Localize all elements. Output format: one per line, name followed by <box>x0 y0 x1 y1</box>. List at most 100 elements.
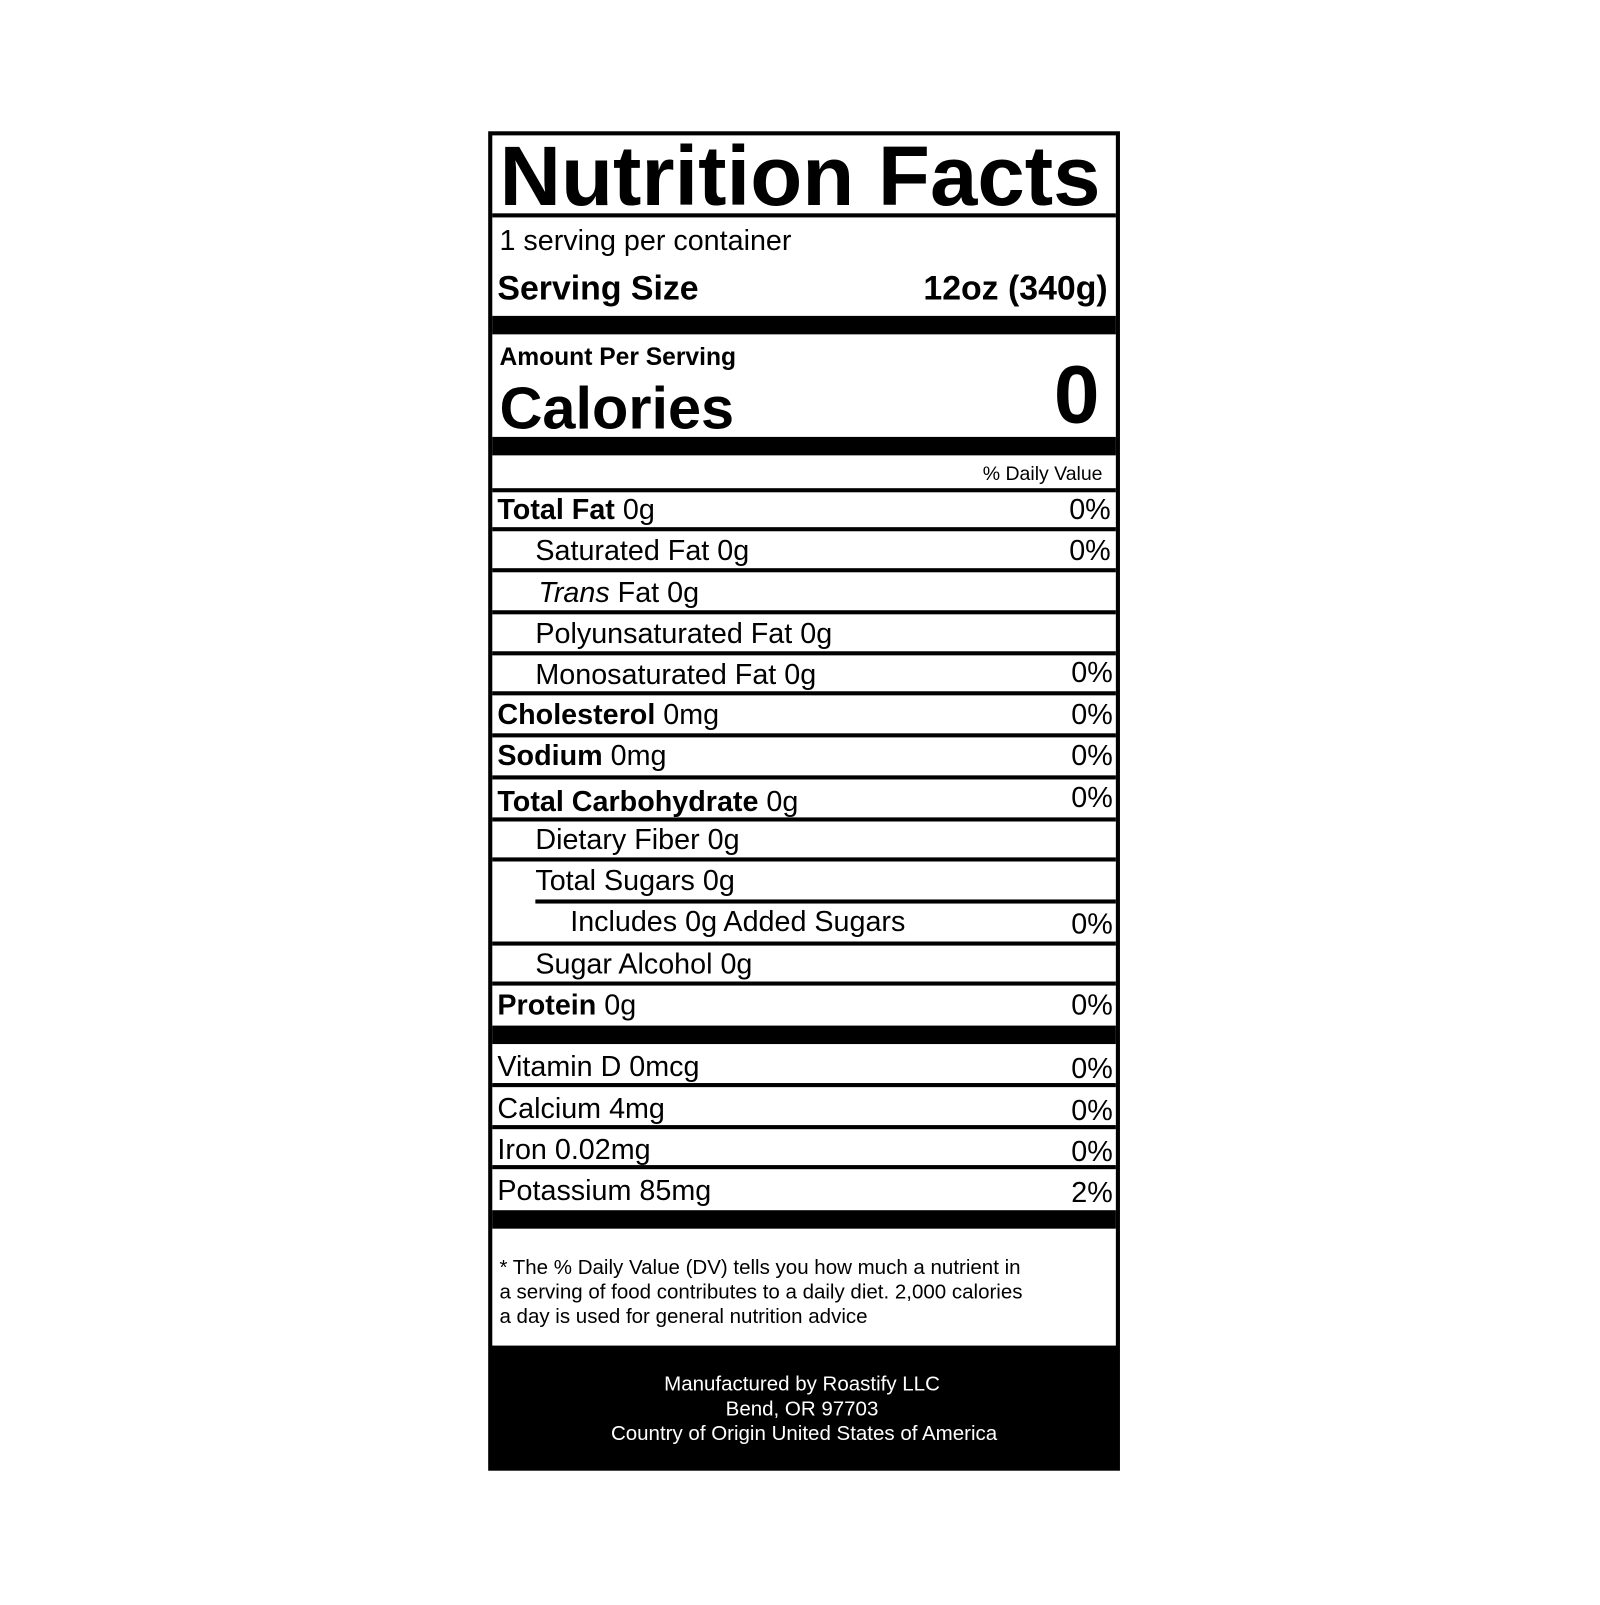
nutrient-amount: 0g <box>800 618 832 650</box>
calories-value: 0 <box>1054 350 1100 441</box>
daily-value: 0% <box>1071 1136 1113 1168</box>
manufacturer-line: Bend, OR 97703 <box>726 1397 879 1420</box>
rule <box>492 1083 1116 1088</box>
vitamin-name: Vitamin D <box>497 1051 621 1083</box>
vitamin-row: Potassium 85mg <box>497 1175 711 1207</box>
nutrient-name: Total Fat <box>497 494 615 526</box>
nutrient-row: Saturated Fat 0g <box>535 535 749 567</box>
label: Nutrition Facts 1 serving per container … <box>488 129 1120 1471</box>
vitamin-row: Iron 0.02mg <box>497 1134 650 1166</box>
thick-rule <box>492 1025 1116 1045</box>
nutrient-row: Sugar Alcohol 0g <box>535 948 752 980</box>
nutrient-name: Sodium <box>497 740 602 772</box>
nutrient-amount: 0mg <box>663 699 719 731</box>
rule <box>492 488 1116 493</box>
nutrient-amount: 0g <box>604 989 636 1021</box>
daily-value: 0% <box>1071 1095 1113 1127</box>
nutrient-name: Protein <box>497 989 596 1021</box>
nutrient-name: Includes 0g Added Sugars <box>570 906 905 938</box>
nutrient-amount: 0g <box>708 824 740 856</box>
daily-value: 0% <box>1069 535 1111 567</box>
thick-rule <box>492 1210 1116 1229</box>
daily-value: 0% <box>1071 782 1113 814</box>
rule <box>492 775 1116 780</box>
nutrient-amount: 0g <box>784 659 816 691</box>
footnote-line: a day is used for general nutrition advi… <box>499 1305 867 1328</box>
nutrient-row: Sodium 0mg <box>497 740 666 772</box>
nutrient-amount: 0g <box>703 865 735 897</box>
rule <box>492 857 1116 862</box>
daily-value: 0% <box>1071 1053 1113 1085</box>
rule <box>492 941 1116 946</box>
vitamin-row: Calcium 4mg <box>497 1093 665 1125</box>
rule <box>535 899 1116 904</box>
vitamin-amount: 85mg <box>639 1175 711 1207</box>
nutrient-name: Polyunsaturated Fat <box>535 618 792 650</box>
nutrient-row: Cholesterol 0mg <box>497 699 719 731</box>
serving-size-label: Serving Size <box>497 269 698 307</box>
daily-value: 0% <box>1071 699 1113 731</box>
footnote-line: * The % Daily Value (DV) tells you how m… <box>499 1256 1020 1279</box>
nutrient-row: Total Carbohydrate 0g <box>497 786 798 818</box>
nutrient-amount: 0g <box>717 535 749 567</box>
rule <box>492 213 1116 218</box>
nutrient-row: Total Fat 0g <box>497 494 654 526</box>
nutrient-row: Monosaturated Fat 0g <box>535 659 816 691</box>
rule <box>492 651 1116 656</box>
nutrient-name: Sugar Alcohol <box>535 948 712 980</box>
nutrient-row: Dietary Fiber 0g <box>535 824 739 856</box>
nutrient-rows: Total Fat 0g 0% Saturated Fat 0g 0% Tran… <box>497 494 1112 1021</box>
manufacturer-line: Country of Origin United States of Ameri… <box>611 1422 998 1445</box>
nutrient-name-italic: Trans <box>538 577 609 609</box>
daily-value: 0% <box>1071 908 1113 940</box>
daily-value: 2% <box>1071 1177 1113 1209</box>
rule <box>492 1125 1116 1130</box>
vitamin-row: Vitamin D 0mcg <box>497 1051 699 1083</box>
servings: 1 serving per container <box>499 225 791 257</box>
vitamin-rows: Vitamin D 0mcg 0% Calcium 4mg 0% Iron 0.… <box>497 1051 1112 1209</box>
nutrient-name: Saturated Fat <box>535 535 709 567</box>
rule <box>492 981 1116 986</box>
manufacturer-box <box>490 1345 1118 1469</box>
manufacturer-line: Manufactured by Roastify LLC <box>664 1373 940 1396</box>
nutrient-amount: 0g <box>766 786 798 818</box>
vitamin-name: Calcium <box>497 1093 601 1125</box>
thick-rule <box>492 436 1116 456</box>
rule <box>492 691 1116 696</box>
nutrient-amount: 0g <box>623 494 655 526</box>
nutrient-row: Protein 0g <box>497 989 636 1021</box>
daily-value: 0% <box>1071 989 1113 1021</box>
rule <box>492 817 1116 822</box>
vitamin-amount: 0.02mg <box>555 1134 651 1166</box>
serving-size-value: 12oz (340g) <box>923 269 1107 307</box>
rule <box>492 527 1116 532</box>
nutrient-row: Total Sugars 0g <box>535 865 734 897</box>
nutrient-row: Polyunsaturated Fat 0g <box>535 618 832 650</box>
vitamin-amount: 0mcg <box>629 1051 699 1083</box>
daily-value: 0% <box>1069 494 1111 526</box>
calories-label: Calories <box>499 375 734 442</box>
footnote: * The % Daily Value (DV) tells you how m… <box>499 1256 1022 1328</box>
nutrient-row: Trans Fat 0g <box>538 577 699 609</box>
rule <box>492 1165 1116 1170</box>
rule <box>492 733 1116 738</box>
footnote-line: a serving of food contributes to a daily… <box>499 1280 1022 1303</box>
daily-value: 0% <box>1071 657 1113 689</box>
nutrient-name: Total Sugars <box>535 865 695 897</box>
label-border <box>488 131 1120 1471</box>
daily-value-header: % Daily Value <box>983 463 1103 485</box>
rule <box>492 610 1116 615</box>
title: Nutrition Facts <box>499 129 1100 223</box>
nutrient-name: Total Carbohydrate <box>497 786 758 818</box>
nutrient-amount: 0g <box>667 577 699 609</box>
vitamin-amount: 4mg <box>609 1093 665 1125</box>
daily-value: 0% <box>1071 740 1113 772</box>
thick-rule <box>492 315 1116 335</box>
nutrient-name: Fat <box>618 577 659 609</box>
rules <box>492 488 1116 1229</box>
vitamin-name: Potassium <box>497 1175 631 1207</box>
nutrient-amount: 0g <box>720 948 752 980</box>
calories-heading: Amount Per Serving <box>499 344 736 371</box>
